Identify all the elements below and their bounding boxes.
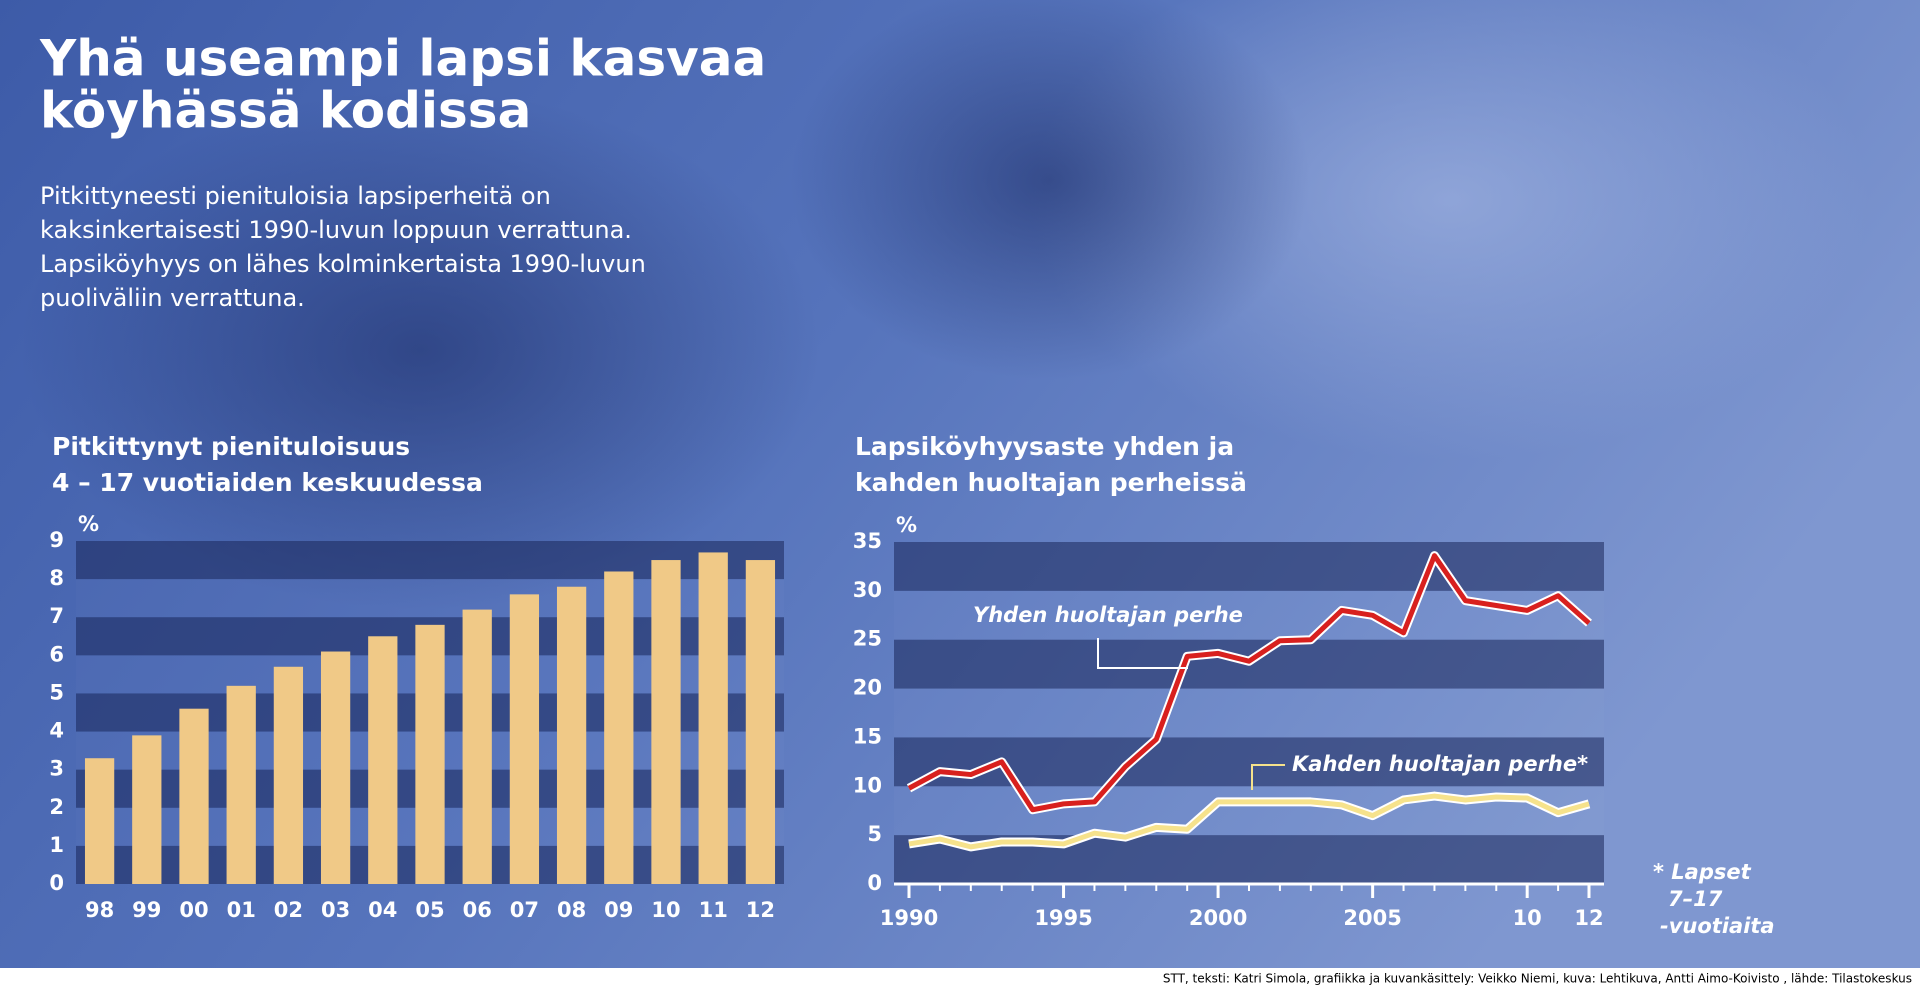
x-tick-label: 2005 [1343, 906, 1401, 930]
footnote: * Lapset [1653, 860, 1752, 884]
chart-title: kahden huoltajan perheissä [855, 468, 1247, 497]
bar [415, 624, 445, 884]
x-tick-label: 1995 [1034, 906, 1092, 930]
x-tick-label: 07 [510, 898, 539, 922]
y-tick-label: 0 [49, 871, 64, 895]
bar [273, 666, 304, 884]
y-tick-label: 10 [853, 773, 882, 797]
bar [651, 560, 681, 884]
x-tick-label: 00 [179, 898, 208, 922]
x-tick-label: 04 [368, 898, 397, 922]
y-tick-label: 25 [853, 627, 882, 651]
bar [179, 708, 209, 884]
leader-line [1097, 638, 1188, 669]
y-tick-label: 35 [853, 529, 882, 553]
photo-shadow [20, 90, 820, 610]
footnote: -vuotiaita [1660, 914, 1775, 938]
bar [368, 636, 398, 884]
x-tick-label: 10 [1513, 906, 1542, 930]
chart-title: Pitkittynyt pienituloisuus [52, 432, 410, 461]
y-tick-label: 8 [49, 566, 64, 590]
x-tick-label: 05 [415, 898, 444, 922]
credits: STT, teksti: Katri Simola, grafiikka ja … [1163, 972, 1912, 986]
y-tick-label: 5 [867, 822, 882, 846]
y-unit: % [896, 513, 917, 537]
series-line [908, 793, 1590, 850]
footnote: 7–17 [1668, 887, 1723, 911]
y-unit: % [78, 512, 99, 536]
x-tick-label: 02 [274, 898, 303, 922]
x-tick-label: 99 [132, 898, 161, 922]
bar [509, 594, 540, 884]
y-tick-label: 15 [853, 724, 882, 748]
y-tick-label: 9 [49, 528, 64, 552]
bar [320, 651, 351, 884]
y-tick-label: 20 [853, 676, 882, 700]
credits-bar [0, 968, 1920, 990]
bar [698, 552, 728, 884]
leader-line [1251, 764, 1285, 790]
series-label: Yhden huoltajan perhe [973, 603, 1243, 627]
x-tick-label: 12 [1574, 906, 1603, 930]
chart-title: Lapsiköyhyysaste yhden ja [855, 432, 1234, 461]
series-label: Kahden huoltajan perhe* [1292, 752, 1588, 776]
y-tick-label: 6 [49, 642, 64, 666]
subtitle-line: Pitkittyneesti pienituloisia lapsiperhei… [40, 182, 551, 210]
series-line [907, 553, 1591, 813]
y-tick-label: 7 [49, 604, 64, 628]
bar [745, 560, 776, 884]
bar [132, 735, 162, 884]
bar [604, 571, 634, 884]
photo-shadow [790, 0, 1310, 380]
x-tick-label: 12 [746, 898, 775, 922]
chart-title: 4 – 17 vuotiaiden keskuudessa [52, 468, 483, 497]
y-tick-label: 3 [49, 757, 64, 781]
bar [84, 758, 115, 884]
y-tick-label: 0 [867, 871, 882, 895]
bar [462, 609, 492, 884]
grid-band [894, 689, 1604, 738]
x-tick-label: 2000 [1189, 906, 1247, 930]
bar [556, 586, 587, 884]
grid-band [894, 542, 1604, 591]
y-tick-label: 5 [49, 680, 64, 704]
x-tick-label: 06 [463, 898, 492, 922]
subtitle-line: puoliväliin verrattuna. [40, 284, 305, 312]
x-tick-label: 03 [321, 898, 350, 922]
x-tick-label: 98 [85, 898, 114, 922]
x-tick-label: 1990 [880, 906, 938, 930]
bar [226, 685, 256, 884]
y-tick-label: 2 [49, 795, 64, 819]
y-tick-label: 30 [853, 578, 882, 602]
y-tick-label: 4 [49, 719, 64, 743]
x-tick-label: 10 [651, 898, 680, 922]
title-line: köyhässä kodissa [40, 82, 531, 140]
x-tick-label: 09 [604, 898, 633, 922]
x-tick-label: 01 [227, 898, 256, 922]
title-line: Yhä useampi lapsi kasvaa [39, 30, 766, 88]
x-tick-label: 11 [699, 898, 728, 922]
subtitle-line: kaksinkertaisesti 1990-luvun loppuun ver… [40, 216, 632, 244]
subtitle-line: Lapsiköyhyys on lähes kolminkertaista 19… [40, 250, 646, 278]
x-tick-label: 08 [557, 898, 586, 922]
y-tick-label: 1 [49, 833, 64, 857]
